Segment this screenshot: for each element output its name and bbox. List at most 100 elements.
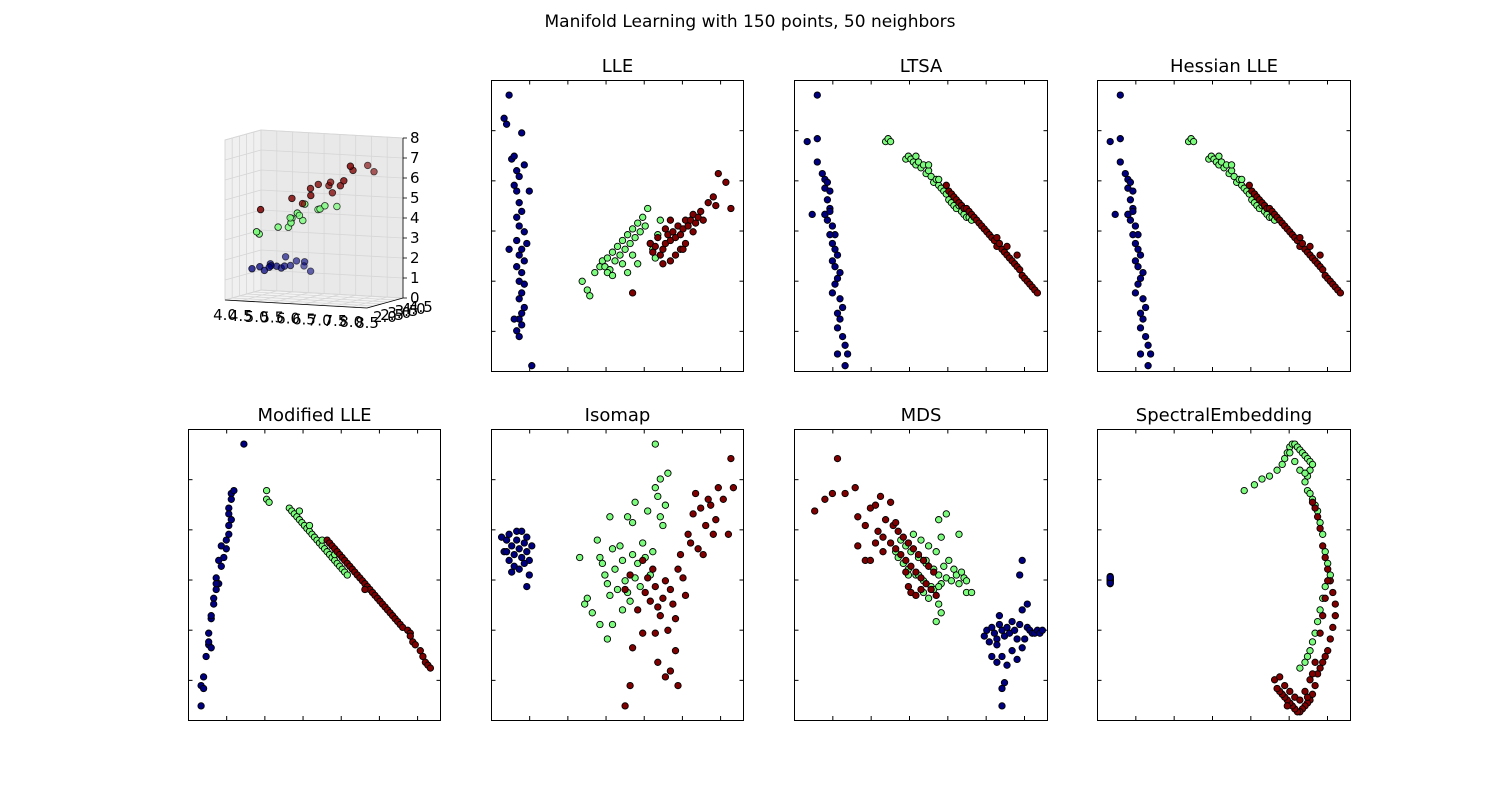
data-point bbox=[343, 571, 351, 579]
data-point bbox=[1116, 158, 1124, 166]
data-point bbox=[937, 609, 945, 617]
data-point bbox=[669, 228, 677, 236]
data-point bbox=[651, 242, 659, 251]
z-tick-label: 6 bbox=[410, 169, 420, 187]
data-point bbox=[207, 612, 215, 620]
data-point bbox=[215, 556, 223, 565]
data-point bbox=[1311, 658, 1319, 666]
data-point bbox=[659, 260, 667, 268]
data-point bbox=[508, 542, 516, 550]
data-point bbox=[1021, 635, 1029, 643]
series-class-0 bbox=[1106, 91, 1155, 370]
panel-title-modified-lle: Modified LLE bbox=[258, 405, 372, 426]
series-class-0 bbox=[248, 253, 315, 275]
data-point bbox=[836, 295, 844, 303]
data-point bbox=[520, 228, 528, 236]
data-point bbox=[1131, 289, 1140, 297]
data-point bbox=[666, 257, 675, 265]
data-point bbox=[1329, 588, 1337, 597]
data-point bbox=[639, 629, 647, 637]
data-point bbox=[871, 539, 880, 547]
data-point bbox=[924, 161, 933, 169]
data-point bbox=[724, 530, 733, 538]
data-point bbox=[1319, 612, 1327, 620]
data-point bbox=[1018, 556, 1026, 565]
data-point bbox=[631, 233, 639, 242]
data-point bbox=[729, 484, 738, 492]
data-point bbox=[707, 501, 715, 509]
data-point bbox=[370, 168, 378, 176]
data-point bbox=[1286, 687, 1294, 696]
data-point bbox=[1131, 222, 1140, 230]
data-point bbox=[912, 591, 920, 600]
series-class-2 bbox=[1245, 181, 1345, 297]
data-point bbox=[1238, 175, 1246, 184]
data-point bbox=[1016, 620, 1024, 629]
data-point bbox=[628, 289, 637, 297]
data-point bbox=[659, 594, 667, 602]
panel-title-mds: MDS bbox=[901, 405, 942, 426]
data-point bbox=[993, 233, 1001, 242]
data-point bbox=[628, 225, 637, 233]
y-tick-label: 4.5 bbox=[409, 298, 433, 316]
data-point bbox=[593, 536, 601, 544]
data-point bbox=[1316, 629, 1324, 637]
data-point bbox=[281, 253, 290, 261]
data-point bbox=[1136, 350, 1145, 358]
data-point bbox=[520, 559, 528, 568]
data-point bbox=[513, 263, 521, 271]
data-point bbox=[1129, 207, 1137, 216]
data-point bbox=[940, 562, 948, 570]
data-point bbox=[841, 341, 849, 349]
data-point bbox=[510, 315, 518, 323]
data-point bbox=[955, 580, 963, 588]
data-point bbox=[639, 213, 647, 221]
data-point bbox=[828, 289, 837, 297]
data-point bbox=[608, 545, 617, 553]
data-point bbox=[935, 582, 943, 591]
data-point bbox=[207, 644, 215, 652]
data-point bbox=[286, 214, 294, 222]
z-tick-label: 0 bbox=[410, 289, 420, 307]
data-point bbox=[1111, 210, 1119, 219]
data-point bbox=[1023, 600, 1031, 608]
data-point bbox=[1129, 187, 1137, 195]
data-point bbox=[621, 577, 629, 585]
data-point bbox=[1321, 594, 1329, 602]
x-tick-label: 4.0 bbox=[213, 306, 237, 324]
panel-title-spectralembedding: SpectralEmbedding bbox=[1136, 405, 1312, 426]
data-point bbox=[656, 513, 664, 521]
data-point bbox=[942, 510, 950, 518]
data-point bbox=[664, 626, 672, 634]
y-tick-label: 4.0 bbox=[402, 300, 426, 318]
series-class-0 bbox=[1106, 572, 1114, 588]
data-point bbox=[306, 267, 315, 275]
data-point bbox=[714, 169, 722, 178]
plot-frame bbox=[1097, 80, 1351, 372]
data-point bbox=[240, 440, 248, 448]
y-tick-label: 2.0 bbox=[373, 308, 397, 326]
data-point bbox=[518, 129, 526, 137]
data-point bbox=[679, 245, 687, 253]
data-point bbox=[649, 548, 657, 556]
data-point bbox=[1296, 664, 1304, 672]
data-point bbox=[1116, 135, 1124, 143]
data-point bbox=[894, 527, 902, 535]
data-point bbox=[603, 635, 612, 643]
data-point bbox=[1324, 565, 1332, 573]
data-point bbox=[510, 152, 518, 160]
data-point bbox=[656, 216, 664, 224]
data-point bbox=[1240, 486, 1248, 495]
data-point bbox=[205, 629, 213, 637]
data-point bbox=[1003, 661, 1011, 669]
data-point bbox=[618, 606, 627, 614]
data-point bbox=[886, 539, 895, 547]
data-point bbox=[1144, 341, 1152, 349]
data-point bbox=[616, 542, 624, 550]
data-point bbox=[616, 251, 624, 259]
data-point bbox=[712, 201, 720, 210]
data-point bbox=[583, 594, 591, 602]
data-point bbox=[1141, 303, 1150, 312]
data-point bbox=[1319, 542, 1327, 550]
data-point bbox=[1313, 617, 1322, 626]
